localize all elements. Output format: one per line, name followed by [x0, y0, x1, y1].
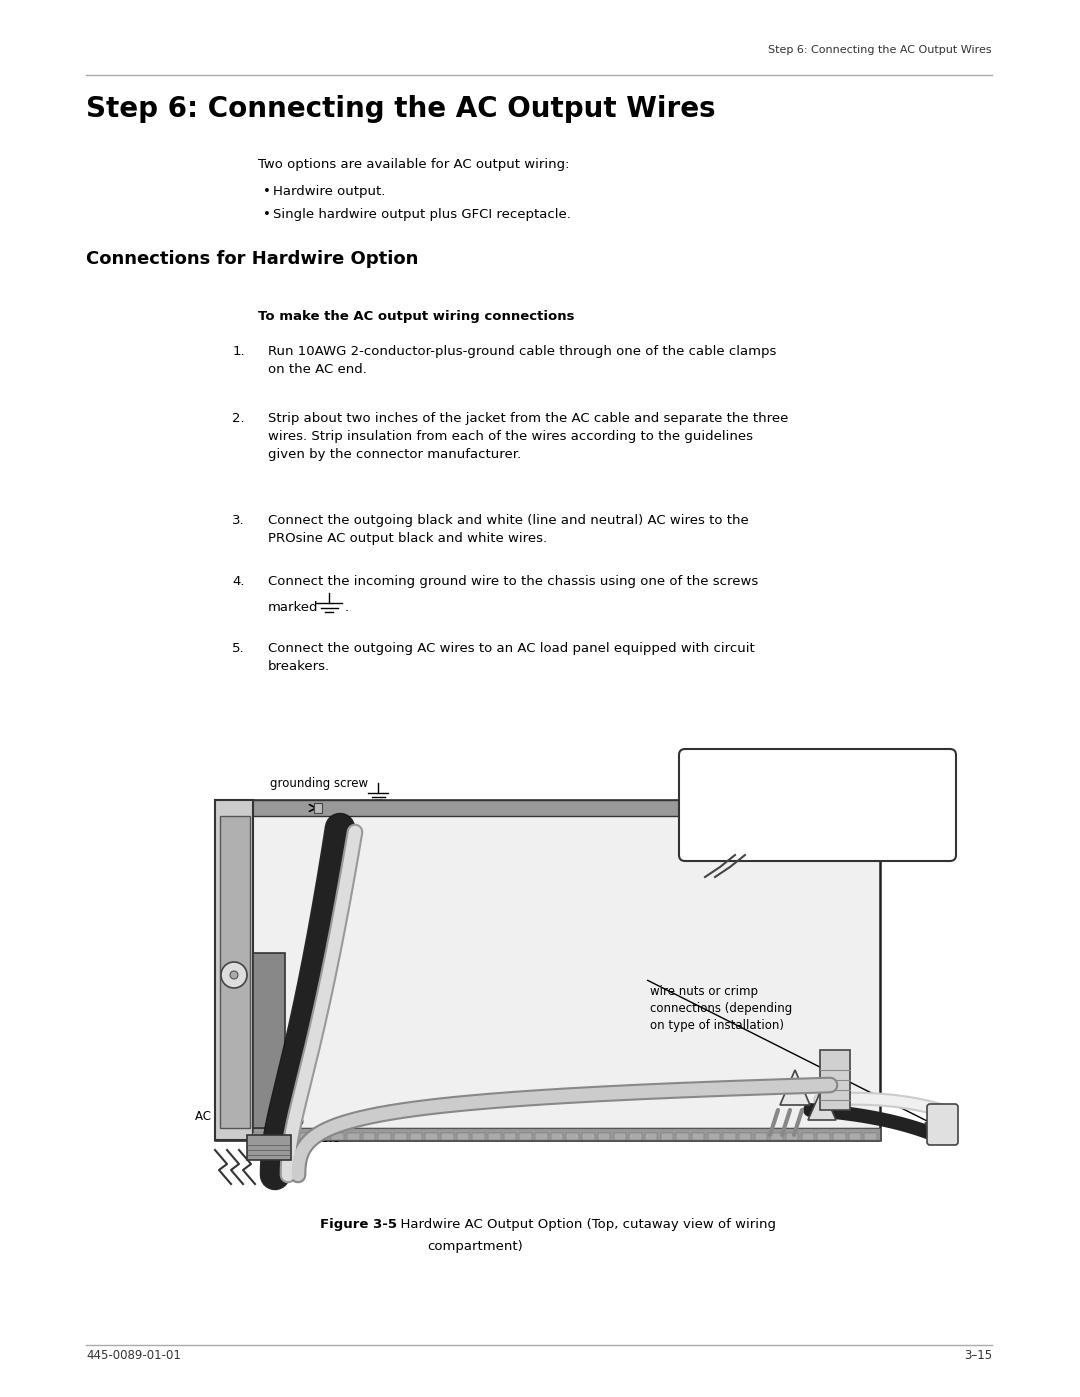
Bar [220, 816, 249, 1127]
Text: Hardwire AC Output Option (Top, cutaway view of wiring: Hardwire AC Output Option (Top, cutaway … [392, 1218, 777, 1231]
Bar [645, 1133, 658, 1140]
Bar [441, 1133, 454, 1140]
FancyBboxPatch shape [927, 1104, 958, 1146]
Bar [363, 1133, 375, 1140]
Bar [284, 1133, 297, 1140]
Bar [488, 1133, 501, 1140]
Bar [215, 800, 880, 816]
Bar [314, 803, 322, 813]
Bar [739, 1133, 752, 1140]
Bar [849, 1133, 861, 1140]
Bar [818, 1133, 829, 1140]
Text: AC cable: AC cable [195, 1111, 246, 1123]
Text: Connect the incoming ground wire to the chassis using one of the screws: Connect the incoming ground wire to the … [268, 576, 758, 588]
Bar [472, 1133, 485, 1140]
Bar [598, 1133, 610, 1140]
Text: •: • [264, 184, 271, 198]
Bar [676, 1133, 689, 1140]
Bar [378, 1133, 391, 1140]
Text: Figure 3-5: Figure 3-5 [320, 1218, 397, 1231]
Text: 1.: 1. [232, 345, 245, 358]
Text: 5.: 5. [232, 643, 245, 655]
Bar [253, 1133, 266, 1140]
Text: .: . [345, 601, 349, 615]
Text: Connections for Hardwire Option: Connections for Hardwire Option [86, 250, 418, 268]
Bar [457, 1133, 470, 1140]
Bar [582, 1133, 595, 1140]
FancyBboxPatch shape [679, 749, 956, 861]
Bar [426, 1133, 438, 1140]
Text: Hardwire output.: Hardwire output. [273, 184, 386, 198]
Bar [503, 1133, 516, 1140]
Text: compartment): compartment) [427, 1241, 523, 1253]
Bar [332, 1133, 343, 1140]
Text: wire nuts or crimp
connections (depending
on type of installation): wire nuts or crimp connections (dependin… [650, 985, 793, 1032]
Text: 3.: 3. [232, 514, 245, 527]
Polygon shape [780, 1070, 810, 1105]
Bar [347, 1133, 360, 1140]
Circle shape [230, 971, 238, 979]
Text: grounding screw: grounding screw [270, 777, 368, 789]
Text: •: • [264, 208, 271, 221]
Bar [247, 1134, 291, 1160]
Text: Strip about two inches of the jacket from the AC cable and separate the three
wi: Strip about two inches of the jacket fro… [268, 412, 788, 461]
Bar [519, 1133, 532, 1140]
Bar [786, 1133, 798, 1140]
Text: Two options are available for AC output wiring:: Two options are available for AC output … [258, 158, 569, 170]
Bar [770, 1133, 783, 1140]
Bar [613, 1133, 626, 1140]
Text: Cutaway view of
PROsine wiring
compartment as
seen from the top.: Cutaway view of PROsine wiring compartme… [747, 760, 887, 827]
Bar [215, 1127, 880, 1140]
Text: Step 6: Connecting the AC Output Wires: Step 6: Connecting the AC Output Wires [768, 45, 993, 54]
Bar [409, 1133, 422, 1140]
Bar [820, 1051, 850, 1111]
Text: To make the AC output wiring connections: To make the AC output wiring connections [258, 310, 575, 323]
Text: 4.: 4. [232, 576, 245, 588]
Bar [724, 1133, 735, 1140]
Bar [833, 1133, 846, 1140]
Polygon shape [808, 1088, 836, 1120]
Bar [394, 1133, 406, 1140]
Bar [755, 1133, 767, 1140]
Bar [567, 1133, 579, 1140]
Bar [215, 800, 880, 1140]
Text: 2.: 2. [232, 412, 245, 425]
Bar [253, 953, 285, 1127]
Text: Connect the outgoing black and white (line and neutral) AC wires to the
PROsine : Connect the outgoing black and white (li… [268, 514, 748, 545]
Bar [707, 1133, 720, 1140]
Text: 445-0089-01-01: 445-0089-01-01 [86, 1350, 180, 1362]
Circle shape [221, 963, 247, 988]
Bar [253, 1127, 880, 1140]
Bar [864, 1133, 877, 1140]
Bar [551, 1133, 564, 1140]
Bar [300, 1133, 312, 1140]
Bar [269, 1133, 281, 1140]
Text: clamp
for AC cable: clamp for AC cable [268, 1115, 339, 1146]
Bar [661, 1133, 673, 1140]
Bar [536, 1133, 548, 1140]
Text: Connect the outgoing AC wires to an AC load panel equipped with circuit
breakers: Connect the outgoing AC wires to an AC l… [268, 643, 755, 673]
Text: marked: marked [268, 601, 319, 615]
Text: Run 10AWG 2-conductor-plus-ground cable through one of the cable clamps
on the A: Run 10AWG 2-conductor-plus-ground cable … [268, 345, 777, 376]
Bar [630, 1133, 642, 1140]
Bar [215, 800, 253, 1140]
Text: Step 6: Connecting the AC Output Wires: Step 6: Connecting the AC Output Wires [86, 95, 716, 123]
Bar [692, 1133, 704, 1140]
Text: Single hardwire output plus GFCI receptacle.: Single hardwire output plus GFCI recepta… [273, 208, 571, 221]
Bar [315, 1133, 328, 1140]
Bar [801, 1133, 814, 1140]
Text: 3–15: 3–15 [963, 1350, 993, 1362]
